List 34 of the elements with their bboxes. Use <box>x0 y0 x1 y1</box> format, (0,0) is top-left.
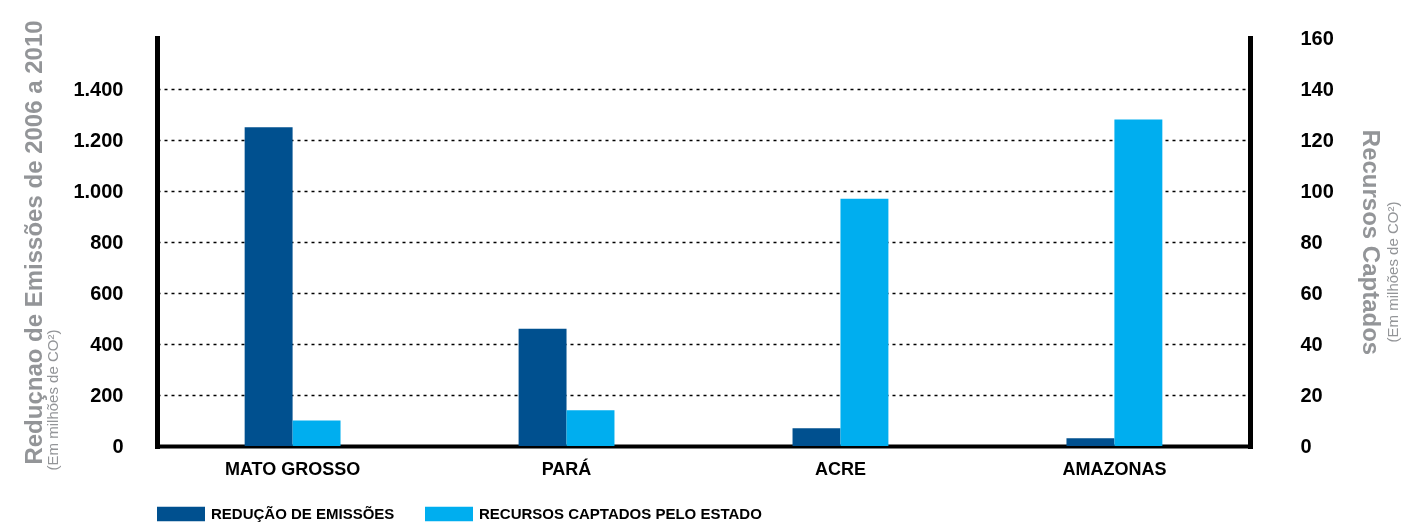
y-tick-label: 800 <box>90 230 124 253</box>
x-tick-label: PARÁ <box>541 457 592 479</box>
y2-tick-label: 60 <box>1300 281 1323 304</box>
y2-tick-label: 160 <box>1300 26 1334 49</box>
y2-axis-title: Recursos Captados <box>1357 129 1385 356</box>
legend-label: REDUÇÃO DE EMISSÕES <box>211 505 395 522</box>
y-tick-label: 1.400 <box>73 77 124 100</box>
bar <box>518 328 567 446</box>
bar <box>792 428 841 446</box>
y2-tick-label: 80 <box>1300 230 1323 253</box>
y2-tick-label: 40 <box>1300 332 1323 355</box>
y-tick-label: 1.000 <box>73 179 124 202</box>
bar <box>1066 438 1115 446</box>
legend-label: RECURSOS CAPTADOS PELO ESTADO <box>479 505 763 522</box>
bar <box>1114 119 1163 446</box>
y-tick-label: 200 <box>90 383 124 406</box>
y-tick-label: 0 <box>112 434 124 457</box>
y2-tick-label: 140 <box>1300 77 1334 100</box>
y-tick-label: 400 <box>90 332 124 355</box>
bar <box>566 410 615 446</box>
y2-tick-label: 0 <box>1300 434 1312 457</box>
bar <box>292 420 341 446</box>
y-tick-label: 1.200 <box>73 128 124 151</box>
text: (Em milhões de CO²) <box>1383 201 1401 343</box>
x-tick-label: MATO GROSSO <box>224 458 361 479</box>
y-tick-label: 600 <box>90 281 124 304</box>
x-tick-label: AMAZONAS <box>1062 458 1167 479</box>
y2-tick-label: 120 <box>1300 128 1334 151</box>
y2-tick-label: 100 <box>1300 179 1334 202</box>
y-axis-title: Reduçnao de Emissões de 2006 a 2010 <box>20 20 48 465</box>
bar <box>840 198 889 446</box>
y2-tick-label: 20 <box>1300 383 1323 406</box>
bar <box>244 127 293 446</box>
x-tick-label: ACRE <box>814 458 866 479</box>
